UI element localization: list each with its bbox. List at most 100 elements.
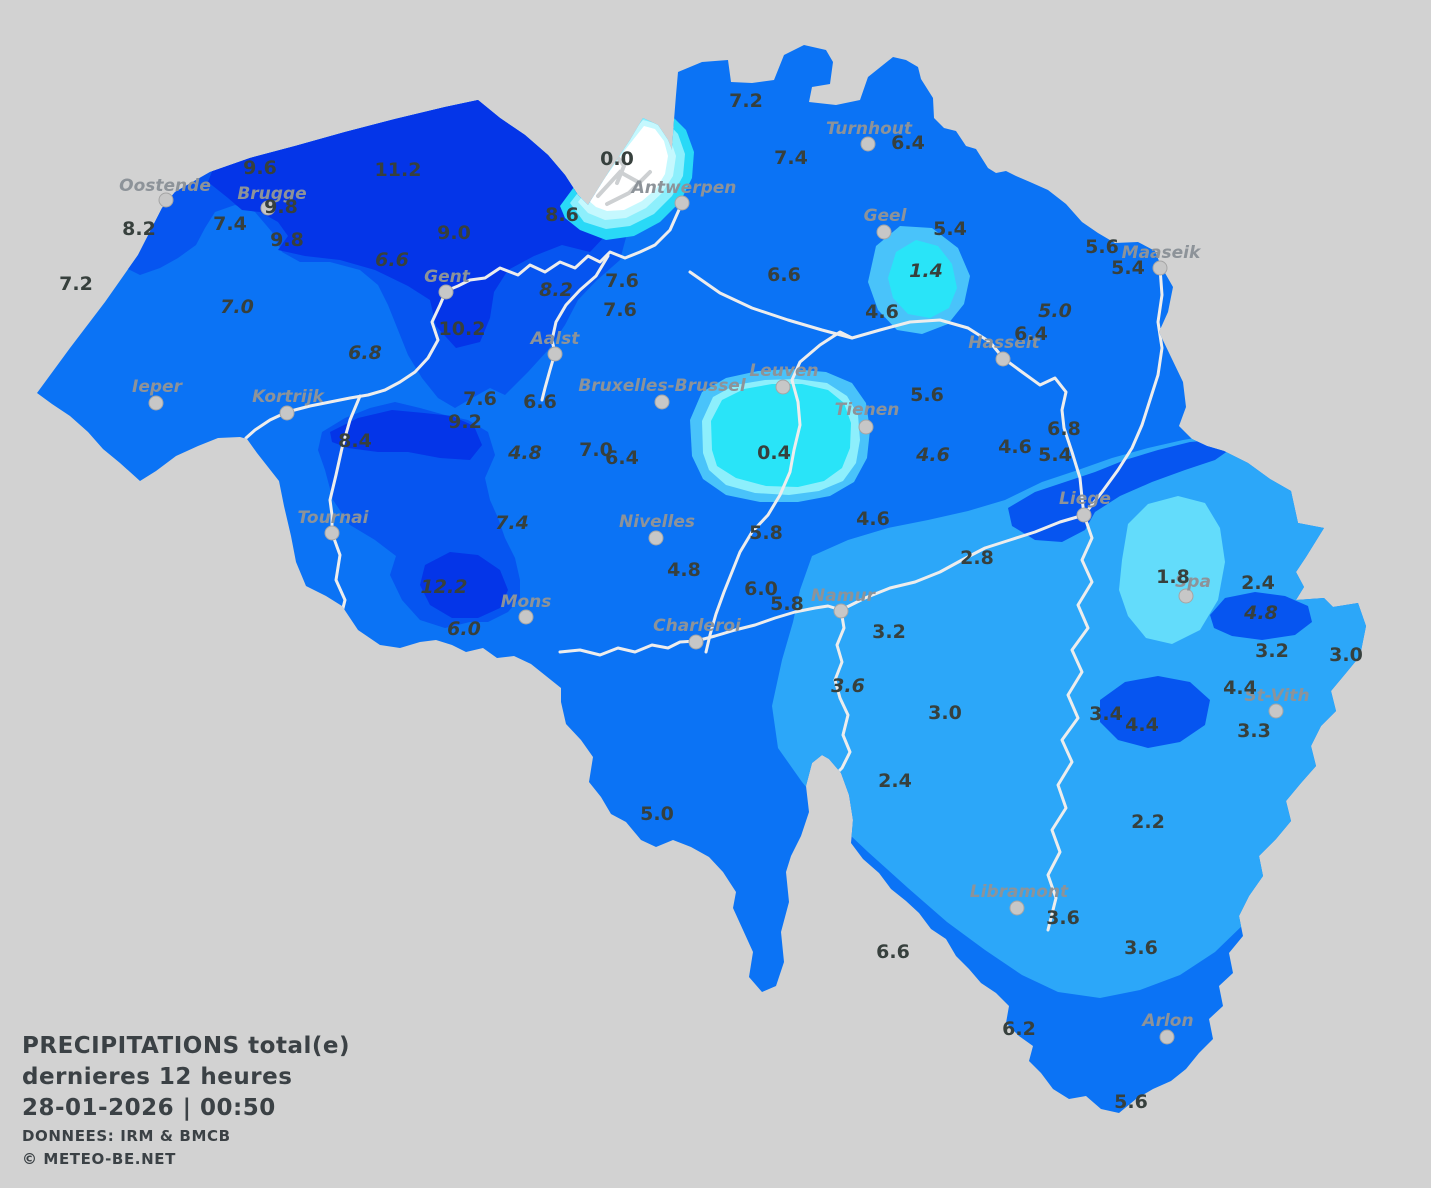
precip-value: 7.0 (579, 439, 613, 461)
city-marker (148, 395, 164, 411)
city-marker (1076, 507, 1092, 523)
city-marker (775, 379, 791, 395)
precip-value: 7.4 (495, 512, 529, 534)
city-label: Geel (864, 206, 908, 226)
city-marker (438, 284, 454, 300)
city-label: Tienen (835, 400, 900, 420)
precip-value: 6.6 (876, 941, 910, 963)
city-marker (648, 530, 664, 546)
precip-value: 6.4 (1014, 323, 1048, 345)
precip-value: 4.4 (1223, 677, 1257, 699)
precip-value: 3.6 (1046, 907, 1080, 929)
city-label: Nivelles (619, 512, 695, 532)
precip-value: 1.8 (1156, 566, 1190, 588)
precip-value: 5.6 (1085, 236, 1119, 258)
precip-value: 4.6 (865, 301, 899, 323)
city-marker (279, 405, 295, 421)
map-source: DONNEES: IRM & BMCB (22, 1127, 231, 1145)
precip-value: 8.4 (338, 430, 372, 452)
river-tournai (328, 394, 362, 642)
title-block: PRECIPITATIONS total(e) dernieres 12 heu… (22, 1031, 350, 1170)
city-layer: Oostende Brugge Ieper Kortrijk Gent Antwerpen… (119, 119, 1310, 1045)
city-label: Turnhout (826, 119, 913, 139)
contour-antwerp-zero (588, 126, 668, 211)
city-label: Spa (1175, 572, 1211, 592)
city-marker (654, 394, 670, 410)
precip-value: 2.4 (1241, 572, 1275, 594)
city-label: Arlon (1140, 1011, 1193, 1031)
city-label: Libramont (970, 882, 1069, 902)
precip-value: 7.2 (729, 90, 763, 112)
precip-value: 8.6 (545, 204, 579, 226)
map-datetime: 28-01-2026 | 00:50 (22, 1095, 276, 1121)
precip-value: 3.6 (1124, 937, 1158, 959)
precip-value: 0.4 (757, 442, 791, 464)
city-label: Gent (424, 267, 471, 287)
city-label: Ieper (132, 377, 184, 397)
precip-value: 5.4 (1111, 257, 1145, 279)
contour-spa-patch (1119, 496, 1225, 644)
precip-value: 6.0 (744, 578, 778, 600)
city-marker (547, 346, 563, 362)
contour-dark-44 (1100, 676, 1210, 748)
city-marker (1268, 703, 1284, 719)
precip-value: 3.3 (1237, 720, 1271, 742)
map-subtitle: dernieres 12 heures (22, 1064, 293, 1090)
city-label: Maaseik (1122, 243, 1202, 263)
city-marker (833, 603, 849, 619)
precip-value: 6.4 (605, 447, 639, 469)
contour-deep-kortrijk (330, 410, 482, 460)
precip-value: 6.2 (1002, 1018, 1036, 1040)
precip-value: 3.6 (831, 675, 865, 697)
city-marker (674, 195, 690, 211)
city-marker (158, 192, 174, 208)
precip-value: 7.0 (220, 296, 254, 318)
precip-value: 12.2 (421, 576, 468, 598)
precip-value: 5.0 (640, 803, 674, 825)
river-ourthe (1046, 513, 1094, 932)
precip-value: 5.8 (770, 593, 804, 615)
precip-value: 3.2 (872, 621, 906, 643)
precip-value: 7.4 (774, 147, 808, 169)
precip-value: 5.8 (749, 522, 783, 544)
precip-value: 8.2 (122, 218, 156, 240)
city-marker (260, 200, 276, 216)
precip-value: 8.2 (539, 279, 573, 301)
road-leuven-south (704, 330, 854, 654)
map-title: PRECIPITATIONS total(e) (22, 1033, 350, 1059)
contour-geel-core (888, 240, 957, 318)
city-label: Brugge (237, 184, 306, 204)
precip-value: 2.8 (960, 547, 994, 569)
precip-value: 4.6 (856, 508, 890, 530)
precip-value: 7.2 (59, 273, 93, 295)
city-marker (518, 609, 534, 625)
city-marker (1159, 1029, 1175, 1045)
city-marker (860, 136, 876, 152)
precip-value: 9.6 (243, 157, 277, 179)
contour-dark-48 (1210, 592, 1312, 640)
precip-value: 6.4 (891, 132, 925, 154)
contour-deep-mons (420, 552, 508, 618)
precip-value: 5.4 (1038, 444, 1072, 466)
precip-value: 5.0 (1038, 300, 1072, 322)
precip-value: 11.2 (375, 159, 422, 181)
precip-value: 5.6 (910, 384, 944, 406)
precip-value: 7.4 (213, 213, 247, 235)
contour-dark-liege (1008, 440, 1232, 542)
precip-value: 1.4 (909, 260, 943, 282)
precip-value: 6.6 (767, 264, 801, 286)
contour-leuven-core (711, 384, 851, 487)
city-label: Namur (811, 586, 877, 606)
precip-value: 3.0 (1329, 644, 1363, 666)
city-marker (1009, 900, 1025, 916)
city-marker (876, 224, 892, 240)
precip-value: 6.6 (523, 391, 557, 413)
precip-value: 4.8 (507, 442, 542, 464)
city-marker (995, 351, 1011, 367)
precip-value: 3.4 (1089, 703, 1123, 725)
precip-value: 7.6 (605, 270, 639, 292)
precip-value: 6.8 (348, 342, 382, 364)
river-meuse-north (1082, 266, 1164, 517)
